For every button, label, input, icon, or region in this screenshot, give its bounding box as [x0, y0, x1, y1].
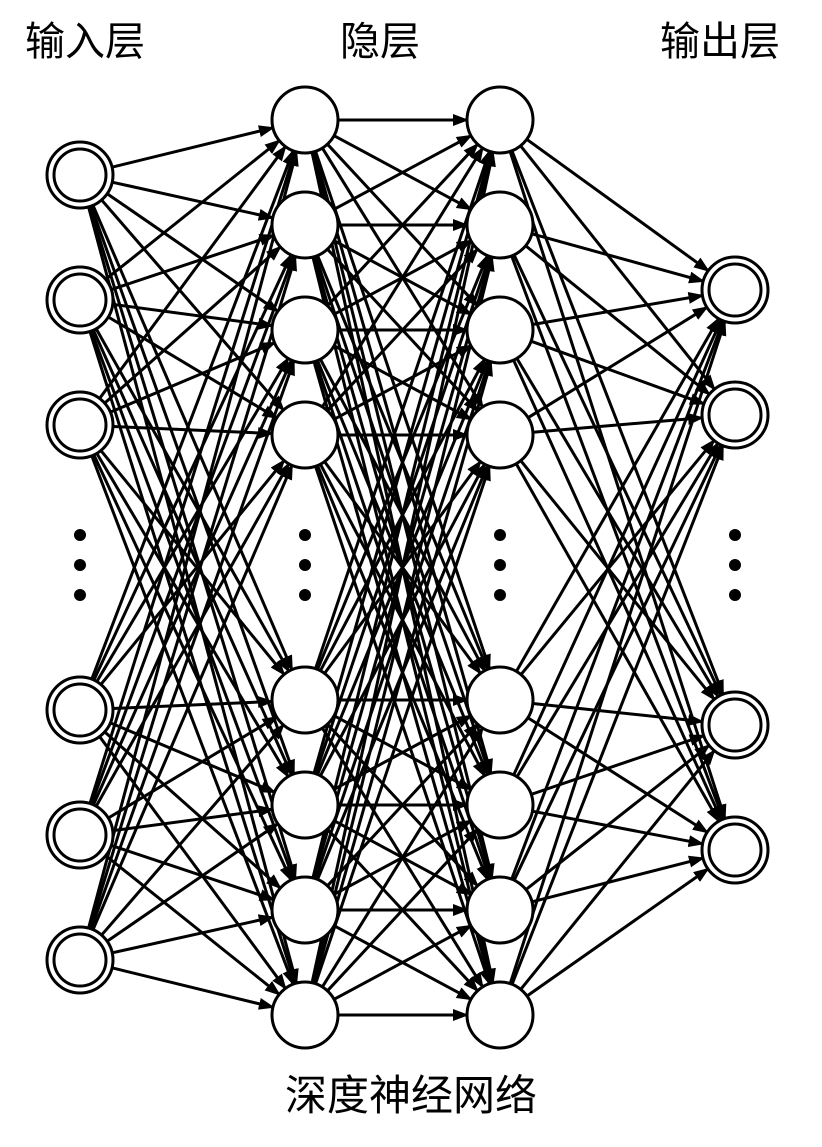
ellipsis-dot — [299, 589, 311, 601]
node-input — [47, 927, 113, 993]
node-output — [702, 257, 768, 323]
edges — [89, 120, 725, 1015]
node-hidden2 — [467, 877, 533, 943]
node-input — [47, 802, 113, 868]
node-hidden1 — [272, 297, 338, 363]
label-input: 输入层 — [25, 19, 145, 64]
ellipsis-dot — [494, 589, 506, 601]
node-hidden2 — [467, 297, 533, 363]
ellipsis-dot — [299, 529, 311, 541]
node-hidden2 — [467, 87, 533, 153]
node-hidden1 — [272, 402, 338, 468]
ellipsis-dot — [299, 559, 311, 571]
node-hidden2 — [467, 982, 533, 1048]
diagram-svg: 输入层 隐层 输出层深度神经网络 — [0, 0, 822, 1147]
ellipsis-dot — [729, 559, 741, 571]
label-title: 深度神经网络 — [285, 1073, 537, 1120]
ellipsis-dot — [729, 589, 741, 601]
node-output — [702, 817, 768, 883]
node-hidden1 — [272, 772, 338, 838]
node-hidden1 — [272, 192, 338, 258]
node-hidden2 — [467, 192, 533, 258]
node-output — [702, 382, 768, 448]
node-hidden2 — [467, 667, 533, 733]
node-hidden1 — [272, 982, 338, 1048]
node-input — [47, 392, 113, 458]
ellipsis-dot — [494, 529, 506, 541]
ellipsis-dot — [494, 559, 506, 571]
node-hidden1 — [272, 667, 338, 733]
ellipsis-dot — [74, 529, 86, 541]
node-input — [47, 142, 113, 208]
node-output — [702, 692, 768, 758]
ellipsis-dot — [729, 529, 741, 541]
ellipsis-dot — [74, 559, 86, 571]
label-hidden: 隐层 — [340, 19, 420, 64]
node-input — [47, 677, 113, 743]
node-input — [47, 267, 113, 333]
node-hidden1 — [272, 877, 338, 943]
label-output: 输出层 — [660, 19, 780, 64]
node-hidden1 — [272, 87, 338, 153]
node-hidden2 — [467, 772, 533, 838]
ellipsis-dot — [74, 589, 86, 601]
node-hidden2 — [467, 402, 533, 468]
